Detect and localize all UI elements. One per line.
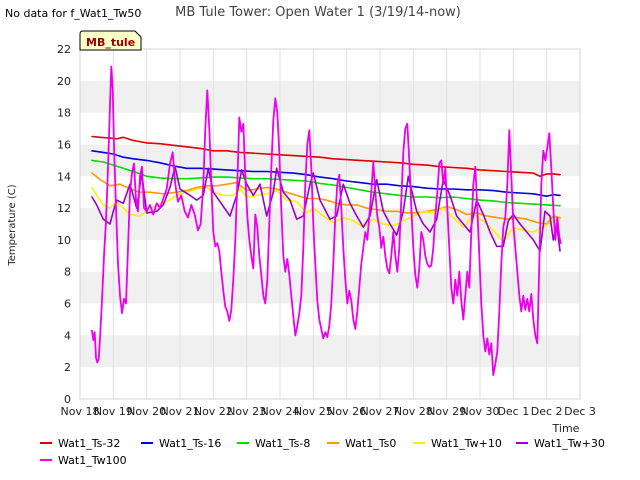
series-line-wat1-ts-32 [91, 135, 561, 178]
legend-item-wat1-twplus10: Wat1_Tw+10 [413, 437, 502, 450]
x-tick-label: Nov 26 [327, 405, 366, 418]
legend: Wat1_Ts-32 Wat1_Ts-16 Wat1_Ts-8 Wat1_Ts0 Wat… [40, 437, 605, 467]
x-tick-label: Nov 19 [94, 405, 133, 418]
series-line-wat1-twplus30 [91, 165, 561, 252]
legend-label: Wat1_Tw+30 [534, 437, 605, 450]
x-tick-label: Nov 30 [461, 405, 500, 418]
x-tick-label: Nov 18 [61, 405, 100, 418]
x-tick-label: Nov 20 [127, 405, 166, 418]
y-axis-ticks: 0 2 4 6 8 10 12 14 16 18 20 22 [57, 43, 71, 406]
legend-item-wat1-ts-32: Wat1_Ts-32 [40, 437, 120, 450]
y-tick-label: 12 [57, 202, 71, 215]
legend-item-wat1-tw100: Wat1_Tw100 [40, 454, 127, 467]
legend-item-wat1-twplus30: Wat1_Tw+30 [516, 437, 605, 450]
series-line-wat1-ts-16 [91, 150, 561, 197]
x-tick-label: Nov 21 [161, 405, 200, 418]
x-tick-label: Nov 23 [227, 405, 266, 418]
site-label-background [79, 30, 142, 51]
legend-label: Wat1_Ts-8 [255, 437, 310, 450]
chart-title: MB Tule Tower: Open Water 1 (3/19/14-now… [175, 5, 461, 20]
background-band [80, 271, 580, 304]
y-tick-label: 10 [57, 234, 71, 247]
x-axis-label: Time [552, 422, 580, 435]
y-tick-label: 8 [64, 266, 71, 279]
y-tick-label: 16 [57, 138, 71, 151]
y-axis-label: Temperature (C) [7, 184, 18, 266]
x-tick-label: Nov 25 [294, 405, 333, 418]
y-tick-label: 2 [64, 361, 71, 374]
legend-item-wat1-ts-16: Wat1_Ts-16 [141, 437, 221, 450]
y-tick-label: 20 [57, 75, 71, 88]
x-tick-label: Nov 22 [194, 405, 233, 418]
series-line-wat1-ts0 [91, 172, 561, 225]
x-tick-label: Dec 1 [497, 405, 529, 418]
background-band [80, 335, 580, 368]
site-label-text: MB_tule [86, 36, 135, 49]
legend-label: Wat1_Tw+10 [431, 437, 502, 450]
x-tick-label: Dec 2 [531, 405, 563, 418]
y-tick-label: 22 [57, 43, 71, 56]
series-line-wat1-ts-8 [91, 159, 561, 207]
y-tick-label: 4 [64, 329, 71, 342]
x-tick-label: Nov 29 [427, 405, 466, 418]
plot-frame [79, 48, 581, 400]
site-label-box: MB_tule [79, 30, 142, 51]
y-tick-label: 18 [57, 107, 71, 120]
x-tick-label: Dec 3 [564, 405, 596, 418]
x-tick-label: Nov 28 [394, 405, 433, 418]
legend-item-wat1-ts0: Wat1_Ts0 [327, 437, 396, 450]
legend-item-wat1-ts-8: Wat1_Ts-8 [237, 437, 310, 450]
background-band [80, 80, 580, 113]
series-line-wat1-tw100 [91, 65, 562, 377]
legend-label: Wat1_Ts-32 [58, 437, 120, 450]
no-data-notice: No data for f_Wat1_Tw50 [5, 7, 141, 20]
plot-background [80, 49, 580, 399]
y-tick-label: 14 [57, 170, 71, 183]
legend-label: Wat1_Ts0 [345, 437, 396, 450]
legend-label: Wat1_Ts-16 [159, 437, 221, 450]
x-tick-label: Nov 24 [261, 405, 300, 418]
series-group [91, 65, 562, 377]
y-tick-label: 0 [64, 393, 71, 406]
x-tick-label: Nov 27 [361, 405, 400, 418]
legend-label: Wat1_Tw100 [58, 454, 127, 467]
y-tick-label: 6 [64, 298, 71, 311]
